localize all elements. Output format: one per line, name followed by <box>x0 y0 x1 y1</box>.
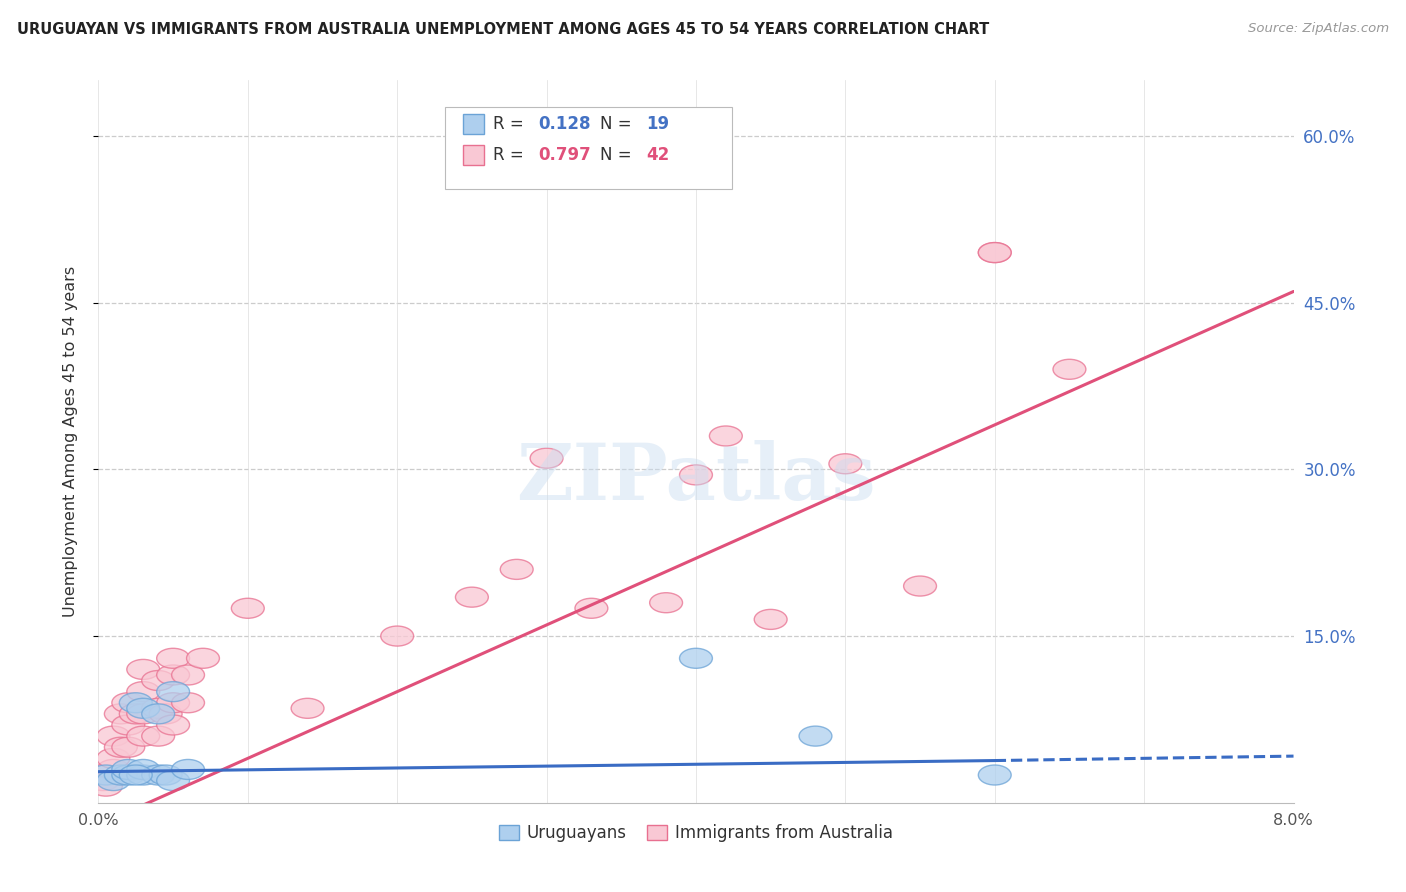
Ellipse shape <box>127 726 160 746</box>
Y-axis label: Unemployment Among Ages 45 to 54 years: Unemployment Among Ages 45 to 54 years <box>63 266 77 617</box>
Ellipse shape <box>156 693 190 713</box>
Text: N =: N = <box>600 115 637 133</box>
Ellipse shape <box>156 681 190 702</box>
Ellipse shape <box>575 599 607 618</box>
Ellipse shape <box>1053 359 1085 379</box>
Ellipse shape <box>87 771 120 790</box>
Ellipse shape <box>142 765 174 785</box>
Ellipse shape <box>112 737 145 757</box>
Ellipse shape <box>456 587 488 607</box>
FancyBboxPatch shape <box>446 107 733 189</box>
Ellipse shape <box>650 592 682 613</box>
Ellipse shape <box>104 765 138 785</box>
Ellipse shape <box>149 704 183 724</box>
Ellipse shape <box>127 681 160 702</box>
Ellipse shape <box>172 665 204 685</box>
Ellipse shape <box>679 465 713 485</box>
Ellipse shape <box>530 448 562 468</box>
Ellipse shape <box>232 599 264 618</box>
Text: 19: 19 <box>645 115 669 133</box>
Ellipse shape <box>90 776 122 797</box>
Ellipse shape <box>120 765 152 785</box>
Text: 0.128: 0.128 <box>538 115 591 133</box>
Ellipse shape <box>501 559 533 580</box>
Legend: Uruguayans, Immigrants from Australia: Uruguayans, Immigrants from Australia <box>492 817 900 848</box>
Ellipse shape <box>754 609 787 630</box>
Ellipse shape <box>142 726 174 746</box>
Ellipse shape <box>127 698 160 718</box>
Text: 0.797: 0.797 <box>538 145 591 164</box>
Text: R =: R = <box>494 115 529 133</box>
Ellipse shape <box>90 765 122 785</box>
Ellipse shape <box>979 243 1011 262</box>
Ellipse shape <box>156 648 190 668</box>
Ellipse shape <box>97 771 129 790</box>
Ellipse shape <box>156 665 190 685</box>
Ellipse shape <box>127 765 160 785</box>
Ellipse shape <box>187 648 219 668</box>
Ellipse shape <box>979 765 1011 785</box>
Ellipse shape <box>172 693 204 713</box>
Ellipse shape <box>149 765 183 785</box>
FancyBboxPatch shape <box>463 114 485 135</box>
Text: URUGUAYAN VS IMMIGRANTS FROM AUSTRALIA UNEMPLOYMENT AMONG AGES 45 TO 54 YEARS CO: URUGUAYAN VS IMMIGRANTS FROM AUSTRALIA U… <box>17 22 990 37</box>
Text: ZIPatlas: ZIPatlas <box>516 440 876 516</box>
Ellipse shape <box>679 648 713 668</box>
Ellipse shape <box>904 576 936 596</box>
Ellipse shape <box>104 737 138 757</box>
Text: R =: R = <box>494 145 529 164</box>
Ellipse shape <box>142 704 174 724</box>
Ellipse shape <box>97 748 129 768</box>
Ellipse shape <box>120 704 152 724</box>
Ellipse shape <box>156 771 190 790</box>
Ellipse shape <box>142 698 174 718</box>
Ellipse shape <box>120 693 152 713</box>
Text: Source: ZipAtlas.com: Source: ZipAtlas.com <box>1249 22 1389 36</box>
Ellipse shape <box>112 693 145 713</box>
Text: N =: N = <box>600 145 637 164</box>
Ellipse shape <box>112 765 145 785</box>
FancyBboxPatch shape <box>463 145 485 165</box>
Ellipse shape <box>97 726 129 746</box>
Ellipse shape <box>127 759 160 780</box>
Ellipse shape <box>97 759 129 780</box>
Ellipse shape <box>112 759 145 780</box>
Ellipse shape <box>830 454 862 474</box>
Ellipse shape <box>291 698 323 718</box>
Ellipse shape <box>381 626 413 646</box>
Ellipse shape <box>112 715 145 735</box>
Ellipse shape <box>799 726 832 746</box>
Ellipse shape <box>710 426 742 446</box>
Ellipse shape <box>172 759 204 780</box>
Ellipse shape <box>104 704 138 724</box>
Ellipse shape <box>156 715 190 735</box>
Text: 42: 42 <box>645 145 669 164</box>
Ellipse shape <box>979 243 1011 262</box>
Ellipse shape <box>127 659 160 680</box>
Ellipse shape <box>127 704 160 724</box>
Ellipse shape <box>142 671 174 690</box>
